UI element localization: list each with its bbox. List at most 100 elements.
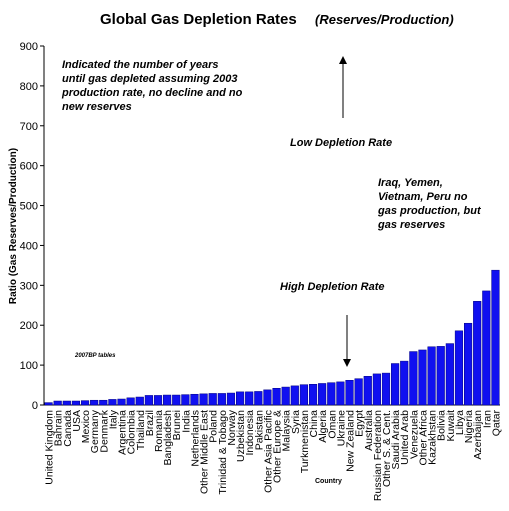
x-tick-label: Nigeria: [463, 410, 475, 443]
y-tick-label: 600: [20, 161, 38, 173]
x-tick-label: Uzbekistan: [235, 410, 247, 462]
bar: [299, 384, 309, 406]
bar: [482, 290, 491, 406]
bar: [217, 393, 226, 406]
x-tick-label: Other Europe &: [272, 410, 284, 483]
x-tick-label: Argentina: [117, 410, 129, 455]
bar: [144, 395, 153, 406]
x-tick-label: Bangladesh: [162, 410, 174, 466]
x-tick-label: Denmark: [98, 409, 110, 452]
bar: [445, 343, 454, 406]
bar: [99, 399, 108, 406]
bar: [190, 393, 199, 406]
x-tick-label: Germany: [89, 409, 101, 453]
bar: [153, 395, 163, 406]
bar: [172, 394, 181, 406]
x-tick-label: United Kingdom: [44, 410, 56, 485]
x-tick-label: China: [308, 410, 320, 438]
chart-subtitle: (Reserves/Production): [315, 12, 454, 27]
x-tick-label: Kazakhstan: [427, 410, 439, 465]
bar: [318, 383, 327, 406]
bar: [199, 393, 208, 406]
bar: [418, 349, 427, 406]
chart-title: Global Gas Depletion Rates: [100, 11, 297, 28]
bar: [44, 402, 53, 406]
bar: [245, 391, 254, 406]
bar: [235, 391, 245, 406]
x-tick-label: Syria: [290, 410, 302, 434]
bar: [108, 399, 117, 406]
y-tick-label: 0: [32, 400, 38, 412]
bar: [263, 389, 272, 406]
annotation: Vietnam, Peru no: [378, 191, 468, 203]
bar: [290, 385, 299, 406]
x-axis-label: Country: [315, 478, 342, 485]
bar: [226, 392, 236, 406]
bar: [473, 301, 482, 406]
arrow-head: [339, 56, 347, 64]
bar: [181, 394, 190, 406]
x-tick-label: Bahrain: [53, 410, 65, 446]
x-tick-label: Norway: [226, 409, 238, 445]
bar: [463, 322, 473, 406]
x-tick-label: Azerbaijan: [472, 410, 484, 460]
bar: [491, 269, 500, 406]
x-tick-label: Thailand: [135, 410, 147, 450]
x-tick-label: Other Middle East: [199, 410, 211, 494]
bar: [345, 380, 354, 406]
annotation: until gas depleted assuming 2003: [62, 73, 237, 85]
y-tick-label: 400: [20, 240, 38, 252]
x-tick-label: Algeria: [317, 410, 329, 443]
x-tick-label: Other Asia Pacific: [262, 410, 274, 493]
bar: [427, 346, 436, 406]
source-note: 2007BP tables: [74, 353, 116, 359]
x-tick-label: Indonesia: [244, 410, 256, 456]
x-tick-label: Netherlands: [189, 410, 201, 467]
bar: [80, 400, 90, 406]
annotation: High Depletion Rate: [280, 281, 385, 293]
bar: [308, 384, 318, 406]
y-tick-label: 700: [20, 121, 38, 133]
x-tick-label: USA: [71, 410, 83, 432]
x-tick-label: Poland: [208, 410, 220, 443]
bar: [391, 363, 400, 406]
annotation: new reserves: [62, 101, 132, 113]
annotation: Iraq, Yemen,: [378, 177, 443, 189]
x-tick-label: Colombia: [126, 410, 138, 455]
y-tick-label: 900: [20, 41, 38, 53]
x-tick-label: Qatar: [490, 410, 502, 437]
x-tick-label: Kuwait: [445, 410, 457, 442]
bar: [354, 378, 363, 406]
x-tick-label: Brazil: [144, 410, 156, 436]
y-tick-label: 500: [20, 201, 38, 213]
bar: [71, 400, 81, 406]
x-tick-label: Venezuela: [408, 410, 420, 459]
bar: [135, 396, 144, 406]
x-tick-label: Other S. & Cent.: [381, 410, 393, 487]
y-tick-label: 300: [20, 280, 38, 292]
bar: [53, 400, 62, 406]
x-tick-label: United Arab: [399, 410, 411, 465]
y-tick-label: 200: [20, 320, 38, 332]
x-tick-label: Canada: [62, 410, 74, 447]
x-tick-label: India: [180, 410, 192, 433]
y-tick-label: 100: [20, 360, 38, 372]
bar: [336, 381, 345, 406]
x-tick-label: Brunei: [171, 410, 183, 440]
bar: [281, 386, 290, 406]
x-tick-label: Bolivia: [436, 410, 448, 441]
bar: [272, 387, 281, 406]
x-tick-label: Oman: [326, 410, 338, 439]
annotation: gas reserves: [377, 219, 445, 231]
bar: [254, 391, 263, 406]
annotation: Low Depletion Rate: [290, 137, 392, 149]
x-tick-label: Romania: [153, 410, 165, 452]
x-tick-label: Turkmenistan: [299, 410, 311, 473]
annotation: gas production, but: [377, 205, 482, 217]
bar: [208, 393, 217, 406]
x-tick-label: Russian Federation: [372, 410, 384, 501]
y-tick-label: 800: [20, 81, 38, 93]
bar: [62, 400, 71, 406]
bar: [400, 360, 409, 406]
